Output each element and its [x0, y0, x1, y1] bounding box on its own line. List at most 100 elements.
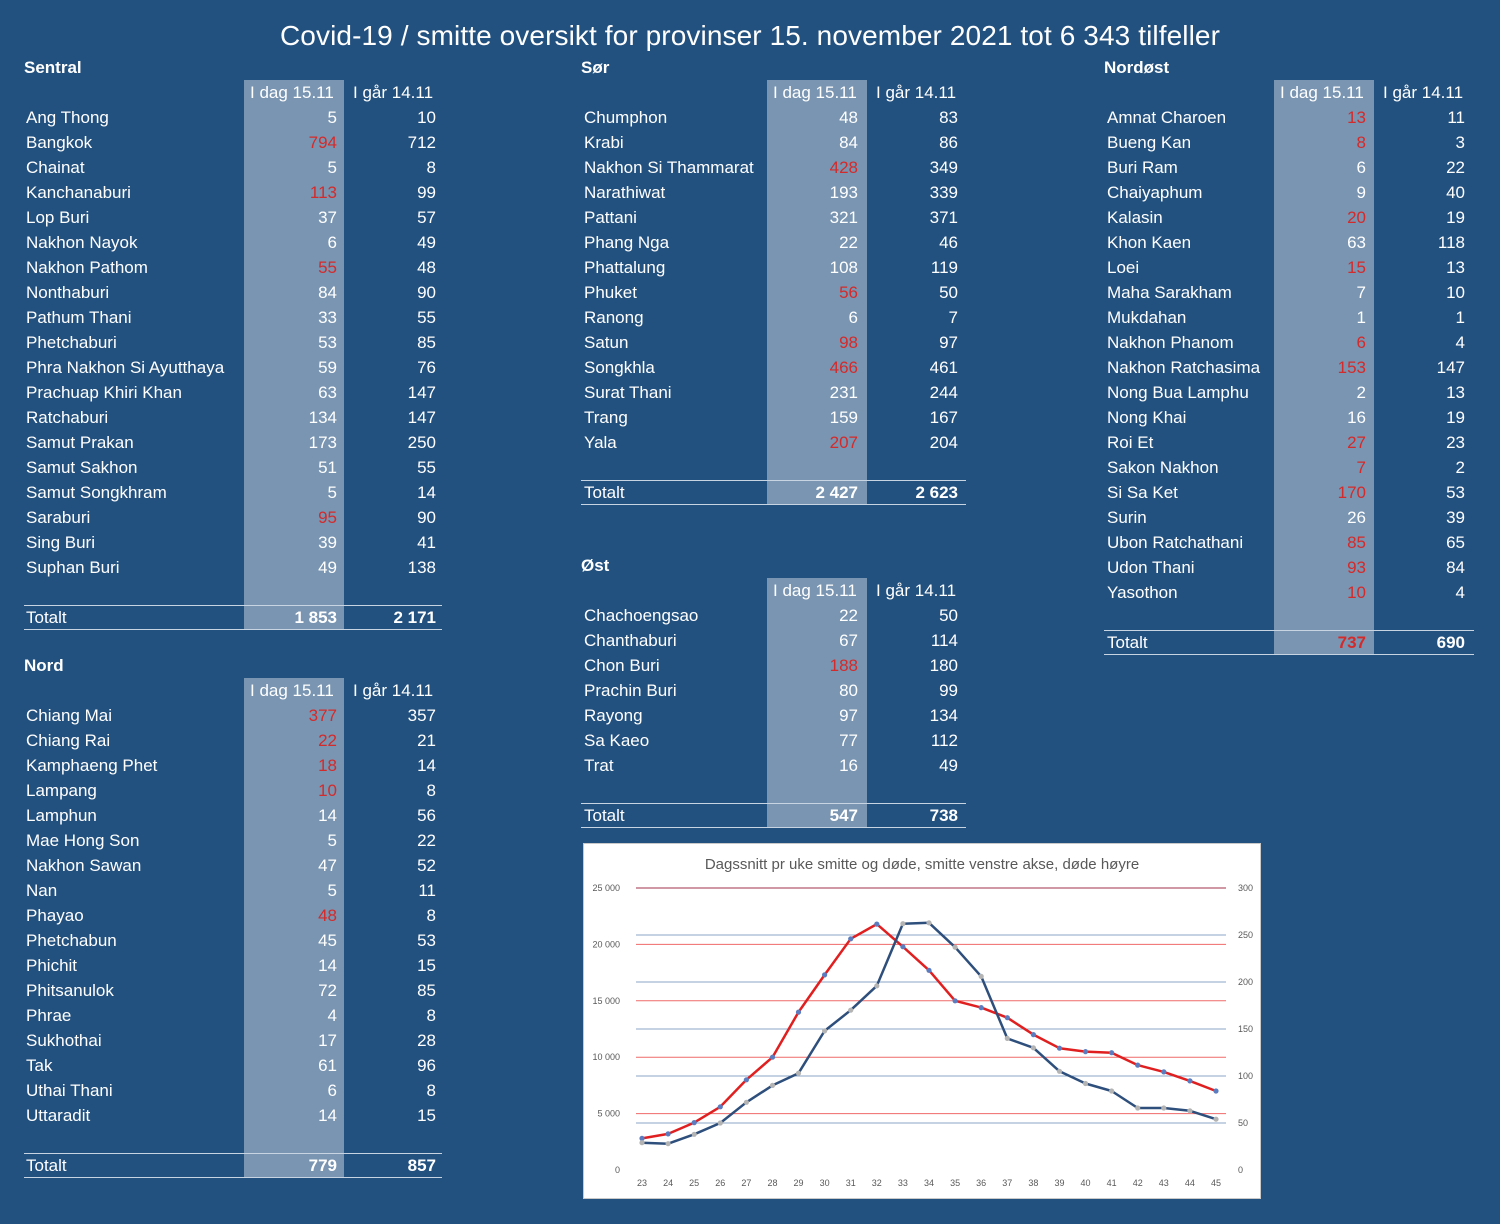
province-name: Songkhla — [584, 358, 655, 377]
x-tick-label: 36 — [976, 1178, 986, 1188]
province-name: Chon Buri — [584, 656, 660, 675]
x-tick-label: 26 — [715, 1178, 725, 1188]
province-name: Rayong — [584, 706, 643, 725]
region-ost: Øst I dag 15.11 I går 14.11 Chachoengsao 22… — [581, 553, 966, 828]
x-tick-label: 31 — [846, 1178, 856, 1188]
deaths-point — [900, 921, 906, 927]
table-row: Nakhon Si Thammarat 428 349 — [581, 155, 966, 180]
total-underline — [24, 1177, 442, 1178]
table-row: Kalasin 20 19 — [1104, 205, 1474, 230]
province-name: Phetchabun — [26, 931, 117, 950]
table-row: Lamphun 14 56 — [24, 803, 444, 828]
column-header-row: I dag 15.11 I går 14.11 — [24, 678, 444, 703]
today-value: 48 — [839, 108, 858, 127]
table-row: Lampang 10 8 — [24, 778, 444, 803]
region-title: Sentral — [24, 58, 82, 77]
cases-point — [952, 998, 958, 1004]
deaths-point — [1004, 1035, 1010, 1041]
page-title: Covid-19 / smitte oversikt for provinser… — [279, 20, 1221, 51]
today-value: 72 — [318, 981, 337, 1000]
yesterday-value: 180 — [929, 656, 958, 675]
today-value: 16 — [839, 756, 858, 775]
yesterday-value: 84 — [1446, 558, 1465, 577]
today-value: 49 — [318, 558, 337, 577]
yesterday-value: 8 — [426, 906, 436, 925]
province-name: Nakhon Ratchasima — [1107, 358, 1261, 377]
table-row: Suphan Buri 49 138 — [24, 555, 444, 580]
today-value: 5 — [327, 158, 337, 177]
province-name: Surin — [1107, 508, 1147, 527]
yesterday-value: 349 — [929, 158, 958, 177]
total-row: Totalt 779 857 — [24, 1153, 444, 1178]
total-row: Totalt 547 738 — [581, 803, 966, 828]
table-row: Khon Kaen 63 118 — [1104, 230, 1474, 255]
table-row: Sakon Nakhon 7 2 — [1104, 455, 1474, 480]
region-title: Nord — [24, 656, 64, 675]
yesterday-value: 52 — [417, 856, 436, 875]
today-value: 6 — [327, 1081, 337, 1100]
table-row: Krabi 84 86 — [581, 130, 966, 155]
province-name: Phang Nga — [584, 233, 670, 252]
table-row: Mae Hong Son 5 22 — [24, 828, 444, 853]
table-row: Phrae 4 8 — [24, 1003, 444, 1028]
province-name: Sukhothai — [26, 1031, 102, 1050]
table-row: Phitsanulok 72 85 — [24, 978, 444, 1003]
province-name: Phayao — [26, 906, 84, 925]
province-name: Loei — [1107, 258, 1140, 277]
table-row: Buri Ram 6 22 — [1104, 155, 1474, 180]
deaths-point — [743, 1099, 749, 1105]
yesterday-value: 90 — [417, 283, 436, 302]
total-yesterday: 690 — [1436, 633, 1465, 652]
province-name: Narathiwat — [584, 183, 666, 202]
province-name: Chiang Rai — [26, 731, 111, 750]
today-value: 77 — [839, 731, 858, 750]
table-row: Nonthaburi 84 90 — [24, 280, 444, 305]
today-value: 95 — [318, 508, 337, 527]
deaths-line — [641, 921, 1217, 1145]
yesterday-value: 83 — [939, 108, 958, 127]
table-row: Bangkok 794 712 — [24, 130, 444, 155]
today-column-band — [1274, 80, 1374, 655]
province-name: Nong Khai — [1107, 408, 1187, 427]
province-name: Sing Buri — [26, 533, 95, 552]
table-row: Roi Et 27 23 — [1104, 430, 1474, 455]
province-name: Suphan Buri — [26, 558, 120, 577]
yesterday-value: 22 — [417, 831, 436, 850]
deaths-point — [639, 1140, 645, 1146]
today-value: 20 — [1347, 208, 1366, 227]
table-row: Sing Buri 39 41 — [24, 530, 444, 555]
today-value: 6 — [327, 233, 337, 252]
header-yesterday: I går 14.11 — [353, 83, 434, 102]
right-tick-label: 100 — [1238, 1071, 1253, 1081]
province-name: Lampang — [26, 781, 97, 800]
today-value: 6 — [848, 308, 858, 327]
today-value: 153 — [1337, 358, 1366, 377]
cases-point — [691, 1120, 697, 1126]
table-row: Nakhon Pathom 55 48 — [24, 255, 444, 280]
table-row: Phattalung 108 119 — [581, 255, 966, 280]
province-name: Lamphun — [26, 806, 97, 825]
province-name: Ranong — [584, 308, 644, 327]
yesterday-value: 250 — [407, 433, 436, 452]
yesterday-value: 371 — [929, 208, 958, 227]
today-column-band — [767, 578, 867, 828]
total-yesterday: 857 — [407, 1156, 436, 1175]
province-name: Pattani — [584, 208, 637, 227]
table-row: Chanthaburi 67 114 — [581, 628, 966, 653]
right-tick-label: 50 — [1238, 1118, 1248, 1128]
today-value: 5 — [327, 108, 337, 127]
yesterday-value: 10 — [417, 108, 436, 127]
deaths-point — [1161, 1105, 1167, 1111]
total-label: Totalt — [584, 806, 625, 825]
table-row: Nong Bua Lamphu 2 13 — [1104, 380, 1474, 405]
today-value: 113 — [309, 183, 337, 202]
deaths-point — [848, 1007, 854, 1013]
today-value: 7 — [1356, 283, 1366, 302]
table-row: Phayao 48 8 — [24, 903, 444, 928]
yesterday-value: 147 — [407, 383, 436, 402]
today-value: 84 — [318, 283, 337, 302]
province-name: Uthai Thani — [26, 1081, 113, 1100]
yesterday-value: 11 — [418, 881, 436, 900]
yesterday-value: 4 — [1455, 583, 1465, 602]
today-value: 207 — [829, 433, 858, 452]
